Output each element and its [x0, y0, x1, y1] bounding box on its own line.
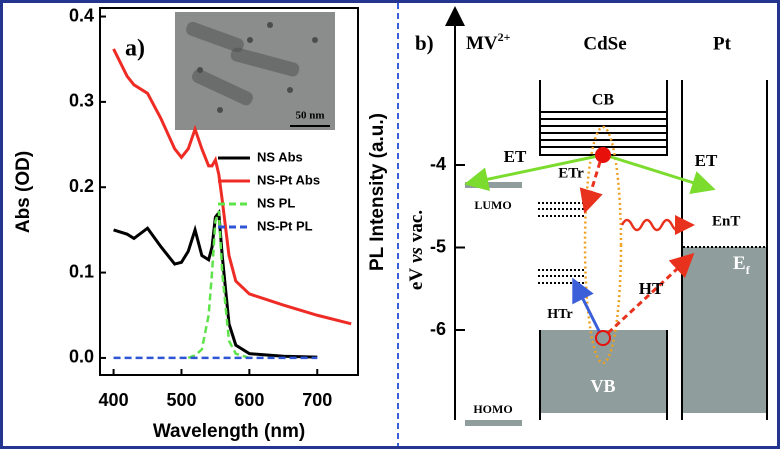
exciton [583, 125, 623, 365]
cb-label: CB [592, 92, 615, 109]
scale-label: 50 nm [295, 110, 324, 122]
legend-label: NS PL [257, 195, 295, 210]
series-line [187, 210, 250, 360]
y-tick-label: 0.4 [69, 5, 94, 25]
etr-arrow [579, 161, 603, 214]
axis-label-part: vs [406, 247, 427, 263]
lumo-bar [465, 182, 522, 188]
y-tick-label: 0.3 [69, 91, 94, 111]
hole [595, 330, 611, 346]
legend-label: NS Abs [257, 149, 303, 164]
trap-states [538, 202, 585, 284]
homo-label: HOMO [473, 402, 512, 416]
et-arrow [607, 154, 716, 195]
x-axis-title: Wavelength (nm) [153, 421, 305, 442]
ht-arrow [606, 252, 695, 335]
process-label: HT [639, 279, 664, 298]
homo-bar [465, 420, 522, 426]
y-axis-title: Abs (OD) [13, 151, 34, 233]
lumo-label: LUMO [474, 198, 511, 212]
valence-band [541, 330, 666, 413]
inset-texture [186, 21, 318, 113]
y-tick-label: 0.1 [69, 261, 94, 281]
legend-label: NS-Pt Abs [257, 172, 320, 187]
energy-axis-title: eV vs vac. [406, 210, 427, 290]
htr-arrow [572, 277, 602, 334]
fermi-label: Ef [733, 253, 751, 276]
process-label: ETr [558, 165, 584, 181]
column-label: Pt [713, 33, 732, 54]
plot-frame [99, 7, 359, 376]
energy-tick-label: -4 [430, 154, 446, 174]
pt-metal [683, 247, 766, 413]
fermi-sub: f [746, 263, 751, 277]
series-line [113, 208, 318, 359]
vb-label: VB [590, 376, 615, 396]
process-label: ET [504, 147, 527, 166]
legend-label: NS-Pt PL [257, 218, 313, 233]
panel-label: b) [415, 31, 434, 55]
charge: 2+ [498, 30, 511, 44]
x-tick-label: 400 [99, 390, 129, 410]
y-tick-label: 0.2 [69, 176, 94, 196]
series-line [112, 48, 352, 326]
x-tick-label: 600 [234, 390, 264, 410]
column-label: MV2+ [466, 30, 511, 55]
column-name: MV [466, 33, 498, 54]
y-tick-label: 0.0 [69, 347, 94, 367]
panel-label: a) [125, 36, 145, 62]
column-label: CdSe [583, 33, 626, 54]
electron [595, 147, 611, 163]
process-label: ET [695, 151, 718, 170]
axis-label-part: vac. [406, 210, 427, 242]
ent-arrow [620, 215, 695, 235]
process-label: HTr [547, 307, 572, 322]
energy-tick-label: -6 [430, 319, 446, 339]
x-tick-label: 700 [302, 390, 332, 410]
axis-label-part: eV [406, 268, 427, 290]
process-label: EnT [712, 213, 740, 229]
x-tick-label: 500 [166, 390, 196, 410]
fermi-e: E [733, 253, 746, 274]
y2-axis-title: PL Intensity (a.u.) [367, 113, 388, 271]
energy-tick-label: -5 [430, 236, 446, 256]
et-arrow [464, 154, 599, 192]
